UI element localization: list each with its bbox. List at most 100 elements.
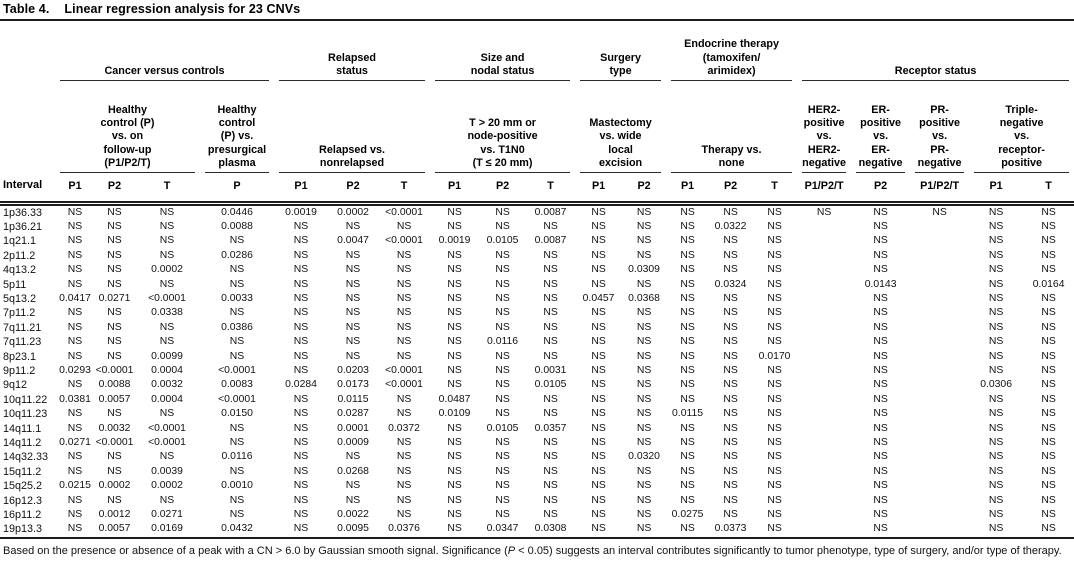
p-value-cell: NS	[293, 220, 309, 232]
p-value-cell	[797, 335, 851, 349]
p-value-cell: NS	[767, 264, 782, 276]
p-value-cell: NS	[543, 264, 558, 276]
p-value-cell: NS	[873, 393, 888, 405]
p-value-cell: NS	[767, 249, 782, 261]
p-value-cell: NS	[543, 451, 558, 463]
p-value-cell: NS	[752, 522, 798, 539]
column-header-p2-8: P2	[479, 173, 527, 206]
p-value-cell: NS	[767, 364, 782, 376]
p-value-cell: NS	[636, 494, 652, 506]
p-value-cell: NS	[680, 422, 695, 434]
p-value-cell: NS	[723, 379, 738, 391]
p-value-cell: 0.0002	[337, 206, 369, 218]
p-value-cell: NS	[107, 264, 122, 276]
p-value-cell	[797, 350, 851, 364]
p-value-cell: NS	[988, 451, 1004, 463]
p-value-cell: NS	[873, 480, 888, 492]
p-value-cell: <0.0001	[385, 379, 423, 391]
column-header-p1-p2-t-15: P1/P2/T	[797, 173, 852, 206]
p-value-cell: NS	[680, 437, 695, 448]
column-header-p-3: P	[200, 173, 275, 206]
column-subgroup-healthy-control-p-vs-on-follow-up-p1-p2-t: Healthy control (P) vs. on follow-up (P1…	[55, 81, 200, 173]
p-value-cell: NS	[873, 408, 888, 420]
p-value-cell: NS	[107, 350, 122, 362]
p-value-cell: NS	[988, 509, 1004, 521]
p-value-cell: NS	[767, 422, 782, 434]
p-value-cell: NS	[723, 307, 738, 319]
p-value-cell: 0.0095	[328, 522, 379, 539]
p-value-cell: NS	[543, 437, 558, 448]
p-value-cell: NS	[636, 220, 652, 232]
p-value-cell: NS	[591, 364, 606, 376]
p-value-cell	[910, 450, 969, 464]
p-value-cell: NS	[767, 278, 782, 290]
p-value-cell: 0.0001	[337, 422, 369, 434]
p-value-cell: NS	[229, 336, 245, 348]
p-value-cell: <0.0001	[218, 364, 256, 376]
p-value-cell: NS	[495, 509, 510, 521]
p-value-cell: NS	[293, 321, 309, 333]
p-value-cell: 0.0284	[285, 379, 317, 391]
interval-cell: 16p11.2	[3, 509, 42, 522]
p-value-cell: NS	[495, 393, 510, 405]
p-value-cell: 0.0287	[337, 408, 369, 420]
p-value-cell: NS	[543, 278, 558, 290]
column-header-t-14: T	[752, 173, 798, 206]
p-value-cell: 0.0109	[438, 408, 471, 420]
p-value-cell	[797, 306, 851, 320]
p-value-cell	[910, 321, 969, 335]
p-value-cell: <0.0001	[218, 393, 256, 405]
p-value-cell: NS	[873, 292, 888, 304]
p-value-cell: NS	[447, 350, 462, 362]
p-value-cell: NS	[969, 522, 1024, 539]
p-value-cell: 0.0275	[671, 509, 704, 521]
p-value-cell: <0.0001	[95, 437, 134, 448]
p-value-cell: NS	[988, 249, 1004, 261]
p-value-cell: NS	[159, 336, 175, 348]
p-value-cell: NS	[636, 235, 652, 247]
interval-cell: 10q11.22	[3, 393, 48, 406]
p-value-cell: <0.0001	[148, 437, 186, 448]
column-header-p1-p2-t-17: P1/P2/T	[910, 173, 970, 206]
column-subgroup-label: ER- positive vs. ER- negative	[856, 104, 906, 173]
p-value-cell: NS	[591, 336, 606, 348]
p-value-cell: NS	[723, 451, 738, 463]
p-value-cell: NS	[591, 379, 606, 391]
p-value-cell: NS	[767, 408, 782, 420]
table-row-10q11.22: 10q11.22 0.0381 0.0057 0.0004 <0.0001 NS 0.011…	[0, 393, 1074, 407]
p-value-cell: 0.0057	[95, 522, 134, 539]
column-group-label: Size and nodal status	[435, 52, 571, 81]
table-row-14q11.2: 14q11.2 0.0271 <0.0001 <0.0001 NS NS 0.0009 NS N…	[0, 436, 1074, 450]
p-value-cell: NS	[293, 292, 309, 304]
p-value-cell	[910, 292, 969, 306]
p-value-cell: NS	[636, 307, 652, 319]
p-value-cell: 0.0032	[98, 422, 131, 434]
table-row-5p11: 5p11 NS NS NS NS NS NS NS NS NS NS NS NS NS 0.0324 NS 0.…	[0, 278, 1074, 292]
p-value-cell: NS	[988, 278, 1004, 290]
p-value-cell: NS	[543, 465, 558, 477]
p-value-cell: NS	[591, 350, 606, 362]
p-value-cell: NS	[1041, 321, 1056, 333]
p-value-cell: NS	[988, 465, 1004, 477]
p-value-cell: NS	[396, 465, 412, 477]
p-value-cell: 0.0164	[1032, 278, 1065, 290]
p-value-cell: NS	[873, 249, 888, 261]
p-value-cell: <0.0001	[385, 206, 423, 218]
p-value-cell: 0.0099	[151, 350, 183, 362]
p-value-cell: NS	[591, 465, 606, 477]
p-value-cell: NS	[396, 451, 412, 463]
p-value-cell: NS	[107, 336, 122, 348]
p-value-cell: NS	[107, 465, 122, 477]
p-value-cell: NS	[636, 465, 652, 477]
table-row-1p36.33: 1p36.33 NS NS NS 0.0446 0.0019 0.0002 <0.0001 NS…	[0, 203, 1074, 220]
p-value-cell: NS	[543, 307, 558, 319]
p-value-cell: NS	[873, 509, 888, 521]
p-value-cell: 0.0116	[487, 336, 519, 348]
p-value-cell: 0.0322	[714, 220, 747, 232]
p-value-cell: 0.0169	[134, 522, 200, 539]
p-value-cell: NS	[636, 509, 652, 521]
p-value-cell: 0.0173	[337, 379, 369, 391]
p-value-cell: NS	[1041, 364, 1056, 376]
p-value-cell: NS	[293, 408, 309, 420]
p-value-cell: NS	[67, 350, 83, 362]
